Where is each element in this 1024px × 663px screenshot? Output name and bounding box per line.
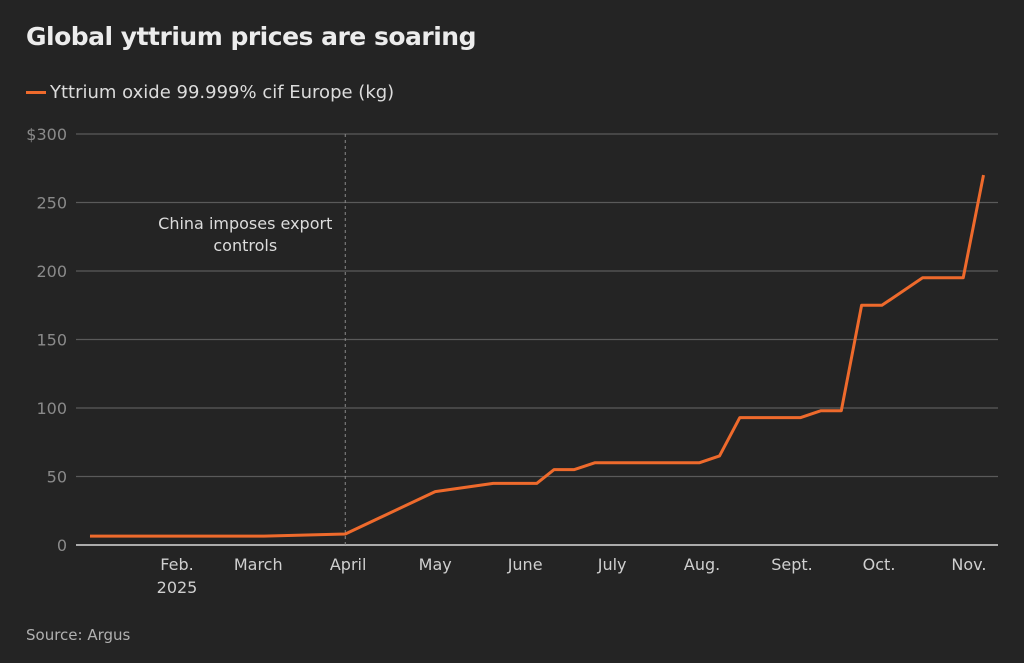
x-tick-label: April	[330, 555, 367, 574]
x-tick-sublabel: 2025	[157, 578, 198, 597]
x-tick-label: July	[597, 555, 627, 574]
annotation-text: China imposes export	[158, 214, 332, 233]
y-tick-label: 200	[36, 262, 67, 281]
x-tick-label: Feb.	[160, 555, 193, 574]
y-tick-label: 0	[57, 536, 67, 555]
y-tick-label: 150	[36, 331, 67, 350]
legend-label: Yttrium oxide 99.999% cif Europe (kg)	[50, 82, 395, 103]
annotation-text: controls	[213, 236, 277, 255]
x-tick-label: Oct.	[863, 555, 896, 574]
y-tick-label: 250	[36, 194, 67, 213]
chart-title: Global yttrium prices are soaring	[26, 22, 476, 51]
legend: Yttrium oxide 99.999% cif Europe (kg)	[26, 82, 394, 103]
y-tick-label: $300	[26, 125, 67, 144]
x-tick-label: Aug.	[684, 555, 720, 574]
x-tick-label: Nov.	[951, 555, 986, 574]
x-tick-label: Sept.	[771, 555, 813, 574]
x-tick-label: March	[234, 555, 283, 574]
legend-swatch	[26, 91, 46, 94]
source-note: Source: Argus	[26, 626, 131, 644]
x-tick-label: May	[419, 555, 452, 574]
y-tick-label: 50	[47, 468, 67, 487]
x-tick-label: June	[507, 555, 543, 574]
y-tick-label: 100	[36, 399, 67, 418]
series-line	[90, 174, 985, 538]
